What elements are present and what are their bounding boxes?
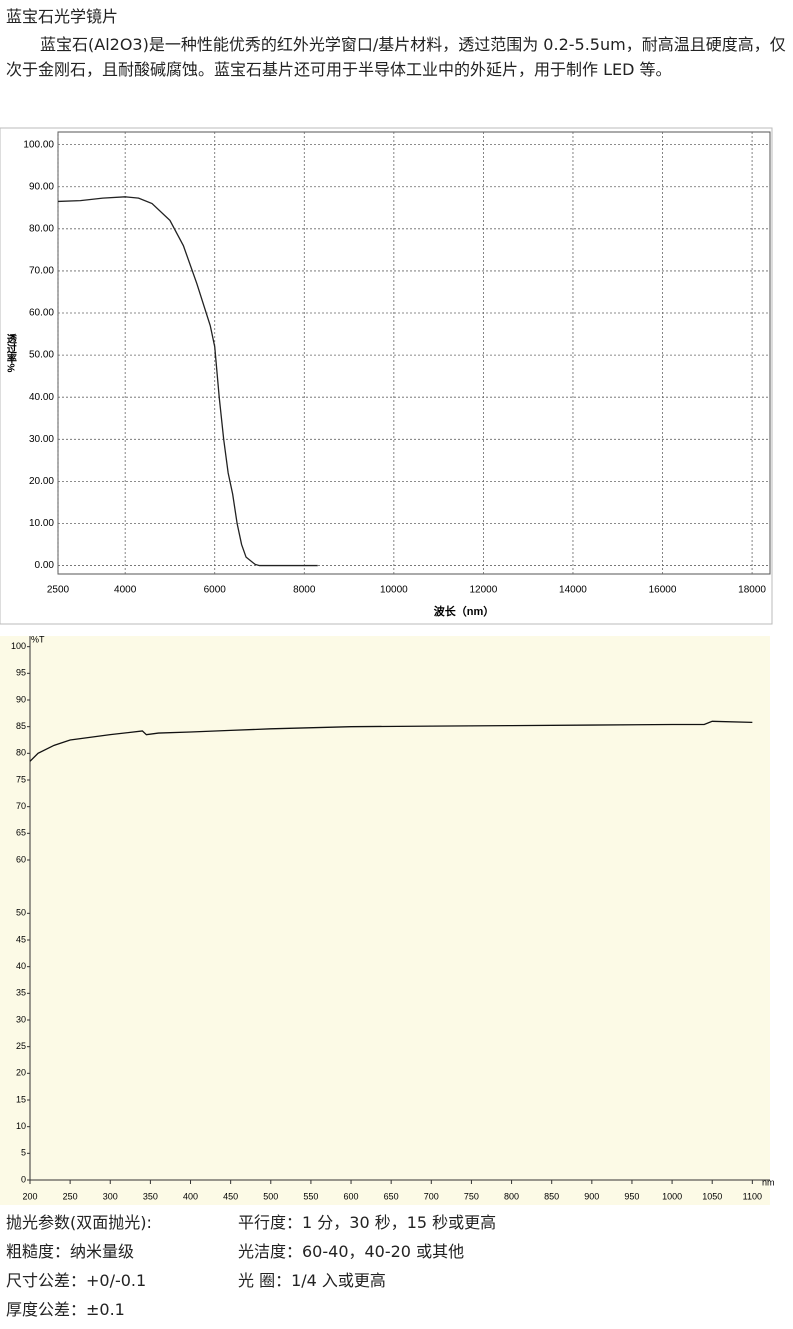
y-tick-label: 30	[16, 1014, 26, 1024]
y-tick-label: 70.00	[29, 266, 54, 277]
x-tick-label: 14000	[559, 585, 587, 596]
y-tick-label: 70	[16, 801, 26, 811]
y-tick-label: 75	[16, 774, 26, 784]
y-tick-label: 90.00	[29, 181, 54, 192]
x-tick-label: 350	[143, 1191, 158, 1201]
y-tick-label: 50.00	[29, 350, 54, 361]
x-tick-label: 800	[504, 1191, 519, 1201]
x-tick-label: 10000	[380, 585, 408, 596]
x-tick-label: 1100	[743, 1191, 762, 1201]
x-tick-label: 16000	[649, 585, 677, 596]
spec: 粗糙度：纳米量级	[6, 1242, 135, 1261]
chart-background	[0, 636, 770, 1205]
y-tick-label: 85	[16, 721, 26, 731]
y-tick-label: 90	[16, 694, 26, 704]
spec: 尺寸公差：+0/-0.1	[6, 1271, 147, 1290]
y-tick-label: 100.00	[23, 139, 54, 150]
x-tick-label: 600	[344, 1191, 359, 1201]
y-tick-label: 50	[16, 908, 26, 918]
x-tick-label: 1000	[662, 1191, 682, 1201]
data-line	[57, 196, 318, 567]
data-line	[29, 720, 753, 762]
spec: 厚度公差：±0.1	[6, 1300, 125, 1319]
y-tick-label: 65	[16, 828, 26, 838]
y-tick-label: 10.00	[29, 518, 54, 529]
x-tick-label: 250	[63, 1191, 78, 1201]
spec: 抛光参数(双面抛光):	[6, 1213, 152, 1232]
y-axis-label: %T	[31, 634, 45, 644]
y-tick-label: 35	[16, 988, 26, 998]
y-tick-label: 20	[16, 1068, 26, 1078]
y-tick-label: 80	[16, 748, 26, 758]
y-tick-label: 0	[21, 1174, 26, 1184]
x-tick-label: 6000	[204, 585, 227, 596]
y-tick-label: 15	[16, 1094, 26, 1104]
y-tick-label: 60	[16, 854, 26, 864]
x-tick-label: 8000	[293, 585, 316, 596]
y-tick-label: 60.00	[29, 308, 54, 319]
y-tick-label: 40	[16, 961, 26, 971]
y-tick-label: 45	[16, 934, 26, 944]
x-tick-label: 12000	[470, 585, 498, 596]
y-tick-label: 95	[16, 668, 26, 678]
y-tick-label: 5	[21, 1148, 26, 1158]
x-tick-label: 450	[223, 1191, 238, 1201]
x-tick-label: 550	[303, 1191, 318, 1201]
x-tick-label: 850	[544, 1191, 559, 1201]
y-tick-label: 40.00	[29, 392, 54, 403]
y-tick-label: 20.00	[29, 476, 54, 487]
x-tick-label: 200	[22, 1191, 37, 1201]
x-tick-label: 650	[384, 1191, 399, 1201]
x-tick-label: 18000	[738, 585, 766, 596]
x-tick-label: 950	[624, 1191, 639, 1201]
x-tick-label: 900	[584, 1191, 599, 1201]
title: 蓝宝石光学镜片	[6, 7, 119, 26]
y-tick-label: 80.00	[29, 223, 54, 234]
y-tick-label: 25	[16, 1041, 26, 1051]
y-tick-label: 30.00	[29, 434, 54, 445]
y-axis-label: 透过率%	[4, 332, 16, 372]
x-tick-label: 2500	[47, 585, 70, 596]
x-tick-label: 1050	[702, 1191, 722, 1201]
x-tick-label: 700	[424, 1191, 439, 1201]
x-tick-label: 300	[103, 1191, 118, 1201]
x-tick-label: 400	[183, 1191, 198, 1201]
chart-background	[0, 127, 773, 625]
spec: 平行度：1 分，30 秒，15 秒或更高	[238, 1213, 497, 1232]
y-tick-label: 100	[11, 641, 26, 651]
paragraph: 蓝宝石(Al2O3)是一种性能优秀的红外光学窗口/基片材料，透过范围为 0.2-…	[6, 35, 786, 79]
x-axis-label: 波长（nm）	[434, 604, 495, 618]
x-tick-label: 500	[263, 1191, 278, 1201]
y-tick-label: 10	[16, 1121, 26, 1131]
x-tick-label: 750	[464, 1191, 479, 1201]
spec: 光 圈：1/4 入或更高	[238, 1271, 386, 1290]
spec: 光洁度：60-40，40-20 或其他	[238, 1242, 465, 1261]
x-tick-label: 4000	[114, 585, 137, 596]
x-axis-label: nm	[762, 1177, 775, 1187]
y-tick-label: 0.00	[35, 560, 55, 571]
